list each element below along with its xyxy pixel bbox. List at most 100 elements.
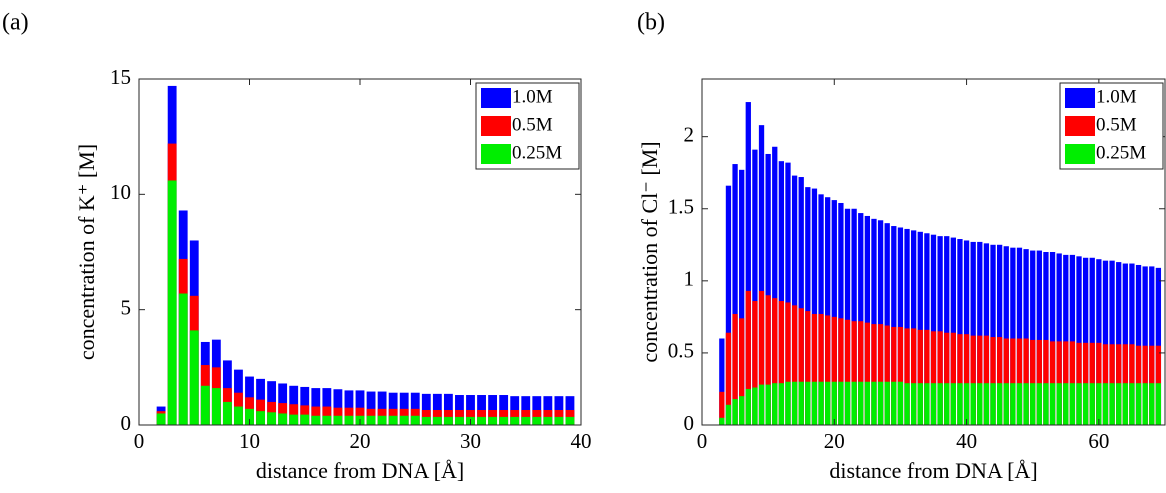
- bar: [891, 326, 897, 425]
- bar: [1023, 249, 1029, 425]
- bar: [1036, 339, 1042, 425]
- bar: [739, 169, 745, 425]
- legend-swatch: [1065, 88, 1095, 108]
- x-tick-label: 0: [134, 429, 145, 453]
- bar: [864, 215, 871, 425]
- bar: [200, 385, 210, 425]
- bar: [963, 383, 970, 425]
- legend-swatch: [481, 88, 511, 108]
- bar: [831, 316, 837, 425]
- bar: [818, 381, 824, 425]
- bar: [1089, 257, 1095, 425]
- bar: [891, 381, 897, 425]
- bar: [957, 334, 963, 425]
- x-tick-label: 40: [571, 429, 592, 453]
- bar: [739, 318, 745, 425]
- bar: [904, 383, 910, 425]
- bar: [838, 202, 844, 425]
- bar: [1063, 254, 1069, 425]
- y-tick-label: 10: [110, 180, 131, 204]
- bar: [1003, 246, 1009, 425]
- bar: [996, 383, 1003, 425]
- bar: [1063, 383, 1069, 425]
- bar: [1096, 259, 1102, 425]
- bar: [300, 414, 310, 425]
- bar: [1082, 383, 1089, 425]
- bar: [1023, 383, 1029, 425]
- legend-swatch: [481, 116, 511, 136]
- bar: [791, 381, 798, 425]
- y-tick-label: 2: [684, 122, 695, 146]
- bar: [1129, 383, 1135, 425]
- bar: [178, 293, 188, 425]
- x-tick-label: 30: [460, 429, 481, 453]
- bar: [333, 415, 343, 425]
- bar: [410, 415, 420, 425]
- bar: [1142, 266, 1148, 425]
- bar: [1049, 341, 1056, 425]
- bar: [963, 334, 970, 425]
- bar: [388, 415, 398, 425]
- bar: [897, 227, 904, 425]
- bar: [977, 383, 983, 425]
- bar: [333, 389, 343, 425]
- bar: [1003, 383, 1009, 425]
- bar: [745, 102, 751, 426]
- bar: [778, 383, 785, 425]
- bar: [1102, 383, 1109, 425]
- bar: [917, 383, 923, 425]
- bar: [877, 324, 884, 425]
- bar: [477, 416, 486, 425]
- bar: [745, 290, 751, 425]
- bar: [1016, 247, 1023, 425]
- bar: [1030, 383, 1036, 425]
- y-tick-label: 1: [684, 267, 695, 291]
- bar: [1016, 338, 1023, 425]
- bar: [844, 208, 851, 425]
- bar: [811, 313, 818, 425]
- bar: [838, 381, 844, 425]
- bar: [983, 243, 990, 425]
- legend-label: 0.5M: [1096, 114, 1137, 135]
- bar: [222, 401, 232, 425]
- bar: [1102, 260, 1109, 425]
- bar: [1069, 254, 1076, 425]
- bar: [1049, 383, 1056, 425]
- legend-label: 1.0M: [1096, 86, 1137, 107]
- bar: [917, 329, 923, 425]
- bar: [977, 241, 983, 425]
- bar: [532, 416, 542, 425]
- bar: [366, 391, 376, 425]
- bar: [1135, 264, 1142, 425]
- bar: [924, 329, 930, 425]
- bar: [930, 234, 937, 425]
- bar: [1010, 383, 1016, 425]
- bar: [1142, 383, 1148, 425]
- bar: [1030, 250, 1036, 425]
- bar: [156, 413, 166, 425]
- bar: [245, 408, 254, 425]
- bar: [1023, 338, 1029, 425]
- bar: [1116, 262, 1122, 425]
- bar: [825, 315, 831, 425]
- y-tick-label: 1.5: [668, 195, 694, 219]
- bar: [752, 387, 758, 425]
- bar: [719, 391, 725, 425]
- bar: [924, 383, 930, 425]
- bar: [844, 381, 851, 425]
- bar: [1089, 383, 1095, 425]
- bar: [311, 415, 321, 425]
- bar: [778, 161, 785, 426]
- bar: [950, 332, 956, 425]
- legend-label: 1.0M: [512, 86, 553, 107]
- bar: [1116, 383, 1122, 425]
- bar: [831, 200, 837, 425]
- y-axis-label: concentration of K⁺ [M]: [74, 144, 99, 360]
- bar: [725, 185, 732, 425]
- bar: [871, 324, 877, 425]
- bar: [732, 313, 738, 425]
- y-axis-label: concentration of Cl⁻ [M]: [637, 141, 662, 362]
- bar: [211, 388, 221, 425]
- bar: [1010, 338, 1016, 425]
- bar: [785, 162, 791, 425]
